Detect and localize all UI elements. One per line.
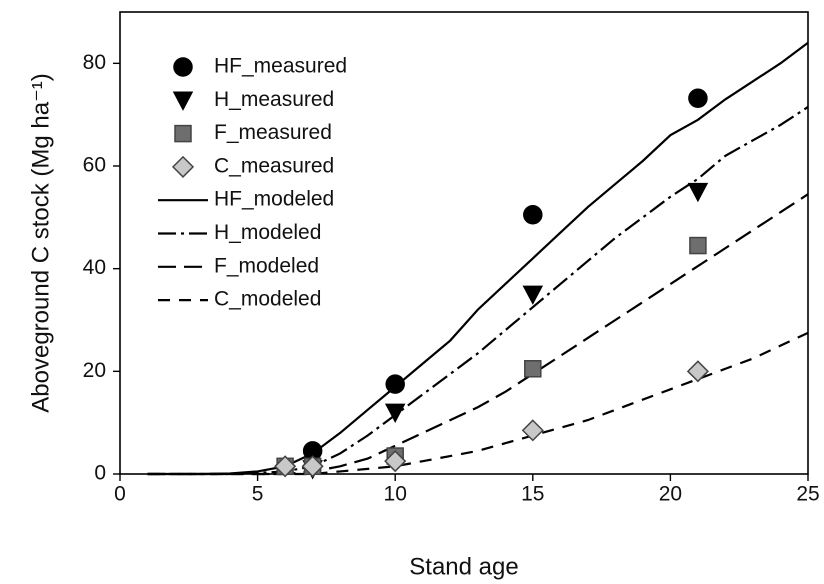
x-tick-label: 25 xyxy=(796,483,819,506)
marker xyxy=(521,419,544,442)
legend-marker xyxy=(174,124,192,143)
model-line xyxy=(147,331,809,476)
marker xyxy=(274,455,297,478)
x-tick-label: 5 xyxy=(252,483,264,506)
plot-frame xyxy=(119,11,809,475)
legend-label: F_modeled xyxy=(214,254,319,277)
marker xyxy=(689,236,707,255)
legend-label: HF_modeled xyxy=(214,188,334,211)
marker xyxy=(301,455,324,478)
marker xyxy=(687,182,709,203)
marker xyxy=(522,285,544,305)
marker xyxy=(385,374,405,394)
x-tick-label: 20 xyxy=(659,483,682,506)
legend-label: H_measured xyxy=(214,88,334,111)
y-tick-label: 40 xyxy=(83,256,106,279)
x-tick-label: 10 xyxy=(384,483,407,506)
legend-marker xyxy=(171,155,195,178)
legend-label: C_modeled xyxy=(214,288,321,311)
y-tick-label: 20 xyxy=(83,359,106,382)
x-tick-label: 0 xyxy=(114,483,126,506)
x-axis-label: Stand age xyxy=(409,553,518,580)
legend-label: H_modeled xyxy=(214,221,321,244)
legend-label: C_measured xyxy=(214,154,334,177)
x-tick-label: 15 xyxy=(521,483,544,506)
legend-label: F_measured xyxy=(214,121,332,144)
marker xyxy=(524,360,542,378)
marker xyxy=(384,450,407,473)
y-tick-label: 60 xyxy=(83,154,106,177)
legend-marker xyxy=(173,57,193,77)
marker xyxy=(686,360,709,383)
legend-marker xyxy=(172,91,194,111)
marker xyxy=(384,403,406,424)
y-tick-label: 80 xyxy=(83,51,106,74)
legend-label: HF_measured xyxy=(214,55,347,78)
marker xyxy=(688,88,708,108)
model-line xyxy=(147,41,809,476)
y-tick-label: 0 xyxy=(94,462,106,485)
y-axis-label: Aboveground C stock (Mg ha⁻¹) xyxy=(27,73,54,412)
marker xyxy=(523,205,543,225)
